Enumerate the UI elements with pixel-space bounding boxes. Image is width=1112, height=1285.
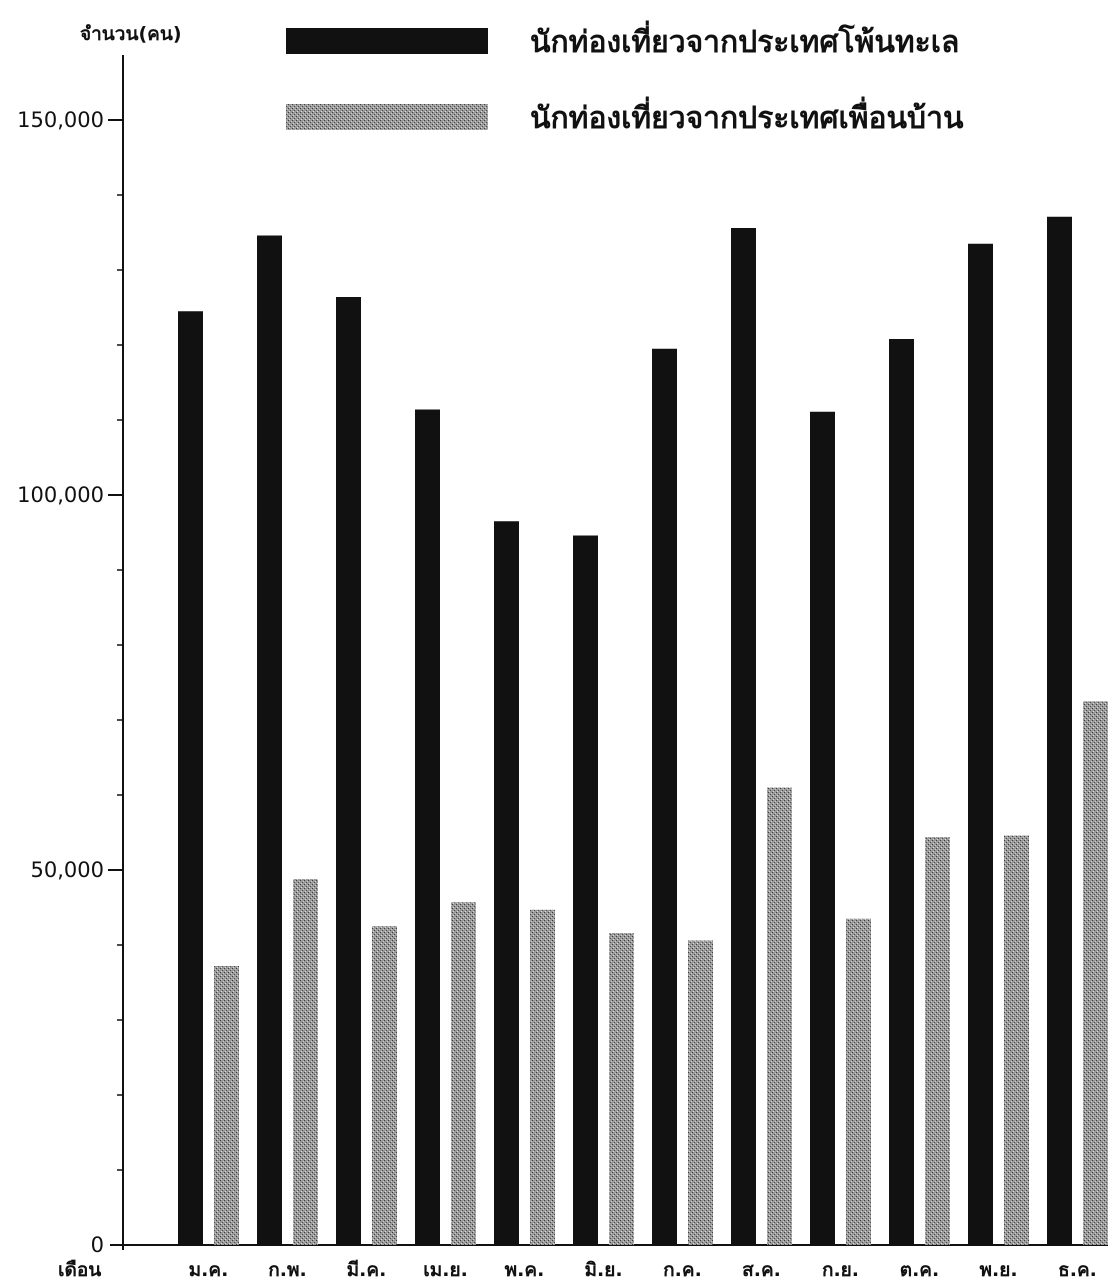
y-tick-label-150000: 150,000 — [17, 108, 104, 132]
y-tick-label-50000: 50,000 — [31, 858, 104, 882]
bar-neighbour-4 — [451, 902, 476, 1245]
bar-overseas-10 — [889, 339, 914, 1245]
x-tick-label-3: มี.ค. — [347, 1259, 387, 1281]
x-tick-labels: ม.ค. ก.พ. มี.ค. เม.ย. พ.ค. มิ.ย. ก.ค. ส.ค. ก.ย. ต… — [189, 1259, 1097, 1281]
bar-neighbour-3 — [372, 926, 397, 1245]
x-axis-title: เดือน — [58, 1259, 101, 1281]
bar-overseas-2 — [257, 235, 282, 1245]
y-tick-label-100000: 100,000 — [17, 483, 104, 507]
bar-overseas-5 — [494, 521, 519, 1245]
y-axis-title: จำนวน(คน) — [80, 23, 182, 45]
x-tick-label-1: ม.ค. — [189, 1259, 229, 1281]
bar-neighbour-9 — [846, 918, 871, 1245]
legend: นักท่องเที่ยวจากประเทศโพ้นทะเล นักท่องเท… — [286, 20, 964, 136]
bar-overseas-12 — [1047, 216, 1072, 1245]
x-tick-label-5: พ.ค. — [505, 1259, 545, 1281]
bar-neighbour-6 — [609, 933, 634, 1245]
legend-label-overseas: นักท่องเที่ยวจากประเทศโพ้นทะเล — [530, 20, 959, 60]
bar-neighbour-12 — [1083, 701, 1108, 1245]
bar-overseas-6 — [573, 535, 598, 1245]
legend-swatch-overseas — [286, 28, 488, 54]
bar-neighbour-5 — [530, 909, 555, 1245]
legend-label-neighbour: นักท่องเที่ยวจากประเทศเพื่อนบ้าน — [530, 96, 964, 136]
x-tick-label-11: พ.ย. — [979, 1259, 1017, 1281]
bar-overseas-8 — [731, 228, 756, 1245]
x-tick-label-6: มิ.ย. — [584, 1259, 622, 1281]
bar-overseas-1 — [178, 311, 203, 1245]
bar-overseas-9 — [810, 411, 835, 1245]
bar-overseas-4 — [415, 409, 440, 1245]
y-tick-150000: 150,000 — [17, 108, 123, 132]
x-tick-label-10: ต.ค. — [900, 1259, 939, 1281]
x-tick-label-8: ส.ค. — [742, 1259, 781, 1281]
bar-overseas-11 — [968, 243, 993, 1245]
bar-overseas-7 — [652, 348, 677, 1245]
y-tick-0: 0 — [91, 1233, 123, 1257]
legend-swatch-neighbour — [286, 104, 488, 130]
bar-neighbour-2 — [293, 879, 318, 1245]
bar-overseas-3 — [336, 297, 361, 1245]
x-tick-label-7: ก.ค. — [663, 1259, 702, 1281]
bar-neighbour-7 — [688, 940, 713, 1245]
x-tick-label-9: ก.ย. — [822, 1259, 859, 1281]
bar-neighbour-11 — [1004, 835, 1029, 1245]
x-tick-label-12: ธ.ค. — [1058, 1259, 1097, 1281]
y-axis-minor-ticks — [117, 194, 123, 1171]
bar-series-group — [178, 216, 1108, 1245]
bar-neighbour-1 — [214, 966, 239, 1245]
y-tick-label-0: 0 — [91, 1233, 104, 1257]
y-tick-50000: 50,000 — [31, 858, 123, 882]
x-tick-label-2: ก.พ. — [268, 1259, 306, 1281]
bar-neighbour-10 — [925, 837, 950, 1245]
x-tick-label-4: เม.ย. — [423, 1259, 468, 1281]
bar-neighbour-8 — [767, 787, 792, 1245]
y-tick-100000: 100,000 — [17, 483, 123, 507]
